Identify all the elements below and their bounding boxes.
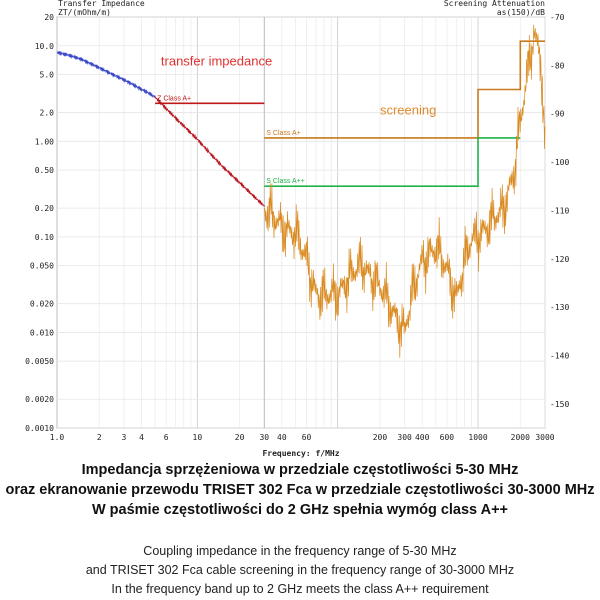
caption-polish-line1: Impedancja sprzężeniowa w przedziale czę…	[81, 462, 519, 478]
x-tick-label: 3000	[535, 433, 554, 442]
left-axis-title-2: ZT/(mOhm/m)	[58, 8, 111, 17]
annotation-label: screening	[380, 103, 436, 118]
x-tick-label: 1000	[468, 433, 487, 442]
x-tick-label: 200	[373, 433, 388, 442]
limit-line	[264, 40, 545, 139]
data-series-line	[56, 51, 156, 98]
x-tick-label: 30	[259, 433, 269, 442]
left-tick-label: 10.0	[35, 42, 54, 51]
right-tick-label: -80	[550, 61, 565, 70]
data-series-line	[154, 96, 265, 207]
x-tick-label: 400	[415, 433, 430, 442]
x-axis-title: Frequency: f/MHz	[262, 449, 339, 458]
caption-polish-line2: oraz ekranowanie przewodu TRISET 302 Fca…	[5, 482, 595, 498]
right-tick-label: -140	[550, 351, 569, 360]
left-tick-label: 0.020	[30, 300, 54, 309]
left-tick-label: 0.050	[30, 262, 54, 271]
x-tick-label: 60	[302, 433, 312, 442]
x-tick-label: 300	[397, 433, 412, 442]
plot-area	[56, 16, 546, 429]
right-tick-label: -150	[550, 400, 569, 409]
x-tick-label: 10	[193, 433, 203, 442]
caption-polish: Impedancja sprzężeniowa w przedziale czę…	[0, 460, 600, 520]
limit-line-label: S Class A++	[266, 178, 305, 185]
caption-english: Coupling impedance in the frequency rang…	[0, 542, 600, 599]
left-tick-label: 1.00	[35, 137, 54, 146]
right-axis-title-1: Screening Attenuation	[444, 0, 545, 8]
left-tick-label: 20	[44, 13, 54, 22]
right-tick-label: -110	[550, 206, 569, 215]
left-tick-label: 2.0	[40, 109, 55, 118]
caption-english-line3: In the frequency band up to 2 GHz meets …	[111, 582, 489, 596]
right-axis-title-2: as(150)/dB	[497, 8, 545, 17]
x-tick-label: 2000	[511, 433, 530, 442]
left-tick-label: 0.0020	[25, 395, 54, 404]
x-tick-label: 3	[122, 433, 127, 442]
caption-english-line2: and TRISET 302 Fca cable screening in th…	[85, 563, 515, 577]
right-tick-label: -70	[550, 13, 565, 22]
left-axis-title-1: Transfer Impedance	[58, 0, 145, 8]
caption-polish-line3: W paśmie częstotliwości do 2 GHz spełnia…	[91, 502, 509, 518]
limit-line	[264, 137, 521, 187]
data-series-line	[263, 24, 546, 358]
left-tick-label: 0.0010	[25, 424, 54, 433]
limit-line-label: S Class A+	[266, 130, 300, 137]
left-tick-label: 0.20	[35, 204, 54, 213]
x-tick-label: 40	[277, 433, 287, 442]
x-tick-label: 20	[235, 433, 245, 442]
x-tick-label: 1.0	[50, 433, 65, 442]
right-tick-label: -100	[550, 158, 569, 167]
left-tick-label: 0.0050	[25, 357, 54, 366]
left-tick-label: 0.50	[35, 166, 54, 175]
annotation-label: transfer impedance	[161, 54, 272, 69]
right-tick-label: -90	[550, 110, 565, 119]
x-tick-label: 2	[97, 433, 102, 442]
caption-english-line1: Coupling impedance in the frequency rang…	[143, 544, 457, 558]
x-tick-label: 6	[164, 433, 169, 442]
x-tick-label: 4	[139, 433, 144, 442]
left-tick-label: 0.10	[35, 233, 54, 242]
left-tick-label: 0.010	[30, 328, 54, 337]
limit-line-label: Z Class A+	[157, 95, 191, 102]
right-tick-label: -120	[550, 255, 569, 264]
right-tick-label: -130	[550, 303, 569, 312]
left-tick-label: 5.0	[40, 71, 55, 80]
x-tick-label: 600	[440, 433, 455, 442]
